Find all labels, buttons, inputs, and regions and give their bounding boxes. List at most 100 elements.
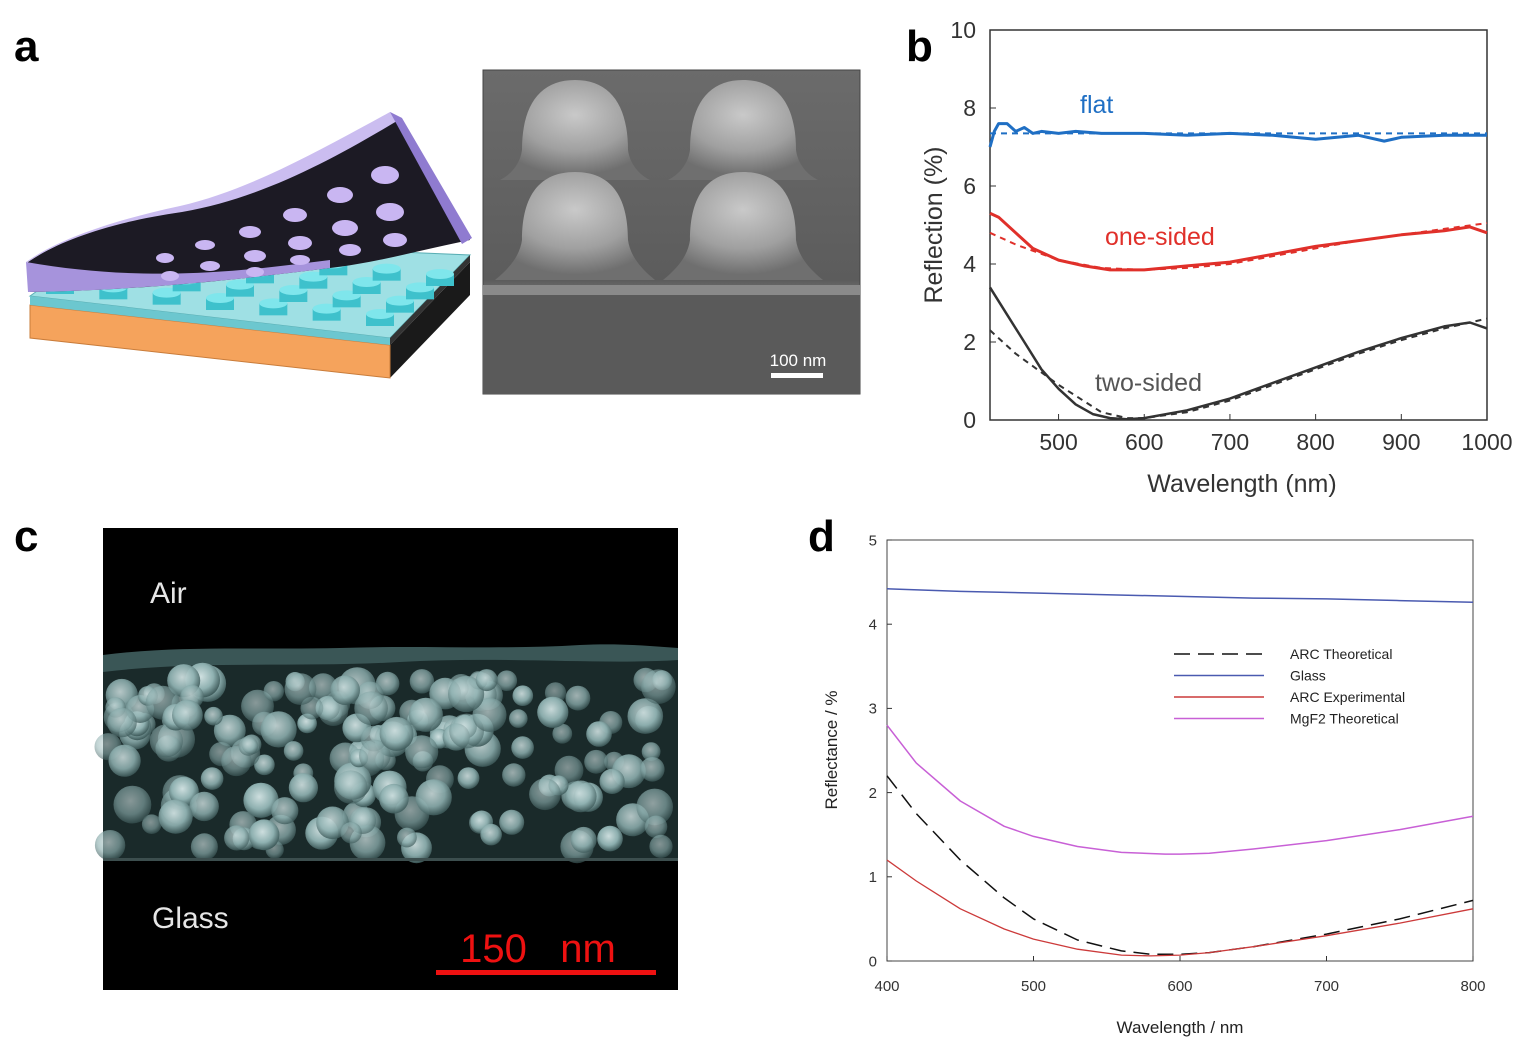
- panel-letter-d: d: [808, 512, 835, 561]
- nanoparticle: [200, 767, 224, 790]
- chart-d-xlabel: Wavelength / nm: [1117, 1018, 1244, 1037]
- sem-c-scalebar-label: 150 nm: [460, 927, 616, 971]
- nanoparticle: [169, 776, 199, 807]
- legend-label: ARC Experimental: [1290, 689, 1405, 705]
- film-holes: [156, 166, 407, 281]
- chart-d-frame: [886, 539, 1474, 962]
- film-hole: [383, 233, 407, 247]
- chart-b: 500 600 700 800 900 1000 0 2 4 6 8 10 Wavelength (n…: [920, 17, 1513, 498]
- nanoparticle: [509, 709, 528, 728]
- film-hole: [327, 187, 353, 203]
- nanoparticle: [496, 670, 518, 691]
- nanodome: [668, 80, 818, 180]
- x-tick-label: 700: [1314, 978, 1339, 995]
- series-line-flat: [988, 122, 1487, 148]
- chart-d: 400 500 600 700 800 0 1 2 3 4 5 Wavelength / nm Re…: [822, 532, 1486, 1037]
- y-tick-label: 5: [869, 532, 877, 549]
- nanoparticle: [472, 697, 507, 732]
- nanoparticle: [599, 768, 625, 795]
- nanoparticle: [641, 669, 676, 704]
- film-hole: [239, 226, 261, 238]
- nanoparticle: [397, 827, 417, 848]
- nanoparticle: [379, 716, 414, 751]
- sem-image-nanoparticles: Air Glass 150 nm: [94, 528, 678, 990]
- nanoparticle: [94, 830, 126, 861]
- series-line-fit-5: [989, 317, 1488, 420]
- nanoparticle: [448, 675, 485, 713]
- nanoparticle: [512, 685, 534, 706]
- panel-letter-a: a: [14, 22, 39, 71]
- nanoparticle: [552, 723, 573, 744]
- nanoparticle: [149, 724, 183, 758]
- nanoparticle: [271, 797, 299, 825]
- film-hole: [156, 253, 174, 263]
- sem-image-nanodomes: 100 nm: [482, 69, 861, 395]
- nanodome: [495, 172, 655, 280]
- x-tick-label: 800: [1296, 429, 1334, 455]
- nanoparticle: [108, 744, 141, 777]
- panel-letter-c: c: [14, 512, 39, 561]
- nanoparticle: [283, 741, 304, 761]
- nanoparticle: [189, 791, 219, 822]
- sem-scalebar-label: 100 nm: [770, 351, 827, 370]
- schematic-stamp-illustration: [26, 112, 472, 379]
- film-hole: [376, 203, 404, 221]
- nanoparticle: [213, 714, 246, 747]
- x-tick-label: 700: [1211, 429, 1249, 455]
- nanoparticle: [284, 673, 317, 705]
- x-tick-label: 800: [1460, 978, 1485, 995]
- nanoparticle: [597, 825, 623, 852]
- y-tick-label: 1: [869, 869, 877, 886]
- nanoparticle: [584, 749, 608, 774]
- nanoparticle: [480, 823, 502, 846]
- film-hole: [339, 244, 361, 256]
- nanoparticle: [141, 814, 162, 834]
- nanoparticle: [224, 825, 250, 851]
- x-tick-label: 500: [1039, 429, 1077, 455]
- nanoparticle: [570, 826, 597, 853]
- sem-scalebar: [771, 373, 823, 378]
- legend-label: MgF2 Theoretical: [1290, 711, 1399, 727]
- annotation-flat: flat: [1080, 91, 1113, 119]
- x-tick-label: 1000: [1461, 429, 1512, 455]
- nanoparticle: [511, 736, 534, 759]
- nanoparticle: [644, 815, 668, 839]
- nanoparticle: [340, 822, 362, 844]
- film-hole: [195, 240, 215, 250]
- y-tick-label: 2: [963, 329, 976, 355]
- chart-d-ylabel: Reflectance / %: [822, 690, 841, 809]
- nanoparticle: [475, 669, 498, 692]
- x-tick-label: 900: [1382, 429, 1420, 455]
- nanoparticle: [408, 697, 443, 732]
- film-hole: [283, 208, 307, 222]
- nanoparticle: [113, 785, 152, 824]
- nanoparticle: [379, 783, 409, 814]
- film-hole: [244, 250, 266, 262]
- nanoparticle: [641, 742, 661, 761]
- y-tick-label: 6: [963, 173, 976, 199]
- film-hole: [161, 271, 179, 281]
- nanoparticle: [627, 698, 664, 734]
- nanoparticle: [330, 675, 361, 705]
- nanoparticle: [158, 799, 193, 834]
- series-line-glass: [886, 588, 1474, 604]
- x-tick-label: 600: [1125, 429, 1163, 455]
- legend-label: Glass: [1290, 668, 1326, 684]
- annotation-one-sided: one-sided: [1105, 223, 1215, 251]
- nanoparticle: [238, 736, 258, 756]
- sem-c-glass-label: Glass: [152, 902, 229, 935]
- series-line-mgf2-theoretical: [886, 724, 1474, 855]
- film-hole: [246, 267, 264, 277]
- nanoparticle: [309, 673, 338, 702]
- y-tick-label: 0: [963, 407, 976, 433]
- y-tick-label: 3: [869, 701, 877, 718]
- series-line-two-sided: [988, 286, 1488, 421]
- nanoparticle: [190, 833, 218, 861]
- sem-c-scalebar: [436, 970, 656, 975]
- pillar-top: [426, 269, 454, 279]
- nanoparticle: [409, 669, 435, 694]
- chart-b-frame: [989, 29, 1488, 421]
- annotation-two-sided: two-sided: [1095, 369, 1202, 397]
- nanoparticle: [502, 763, 526, 787]
- nanoparticle: [405, 735, 439, 769]
